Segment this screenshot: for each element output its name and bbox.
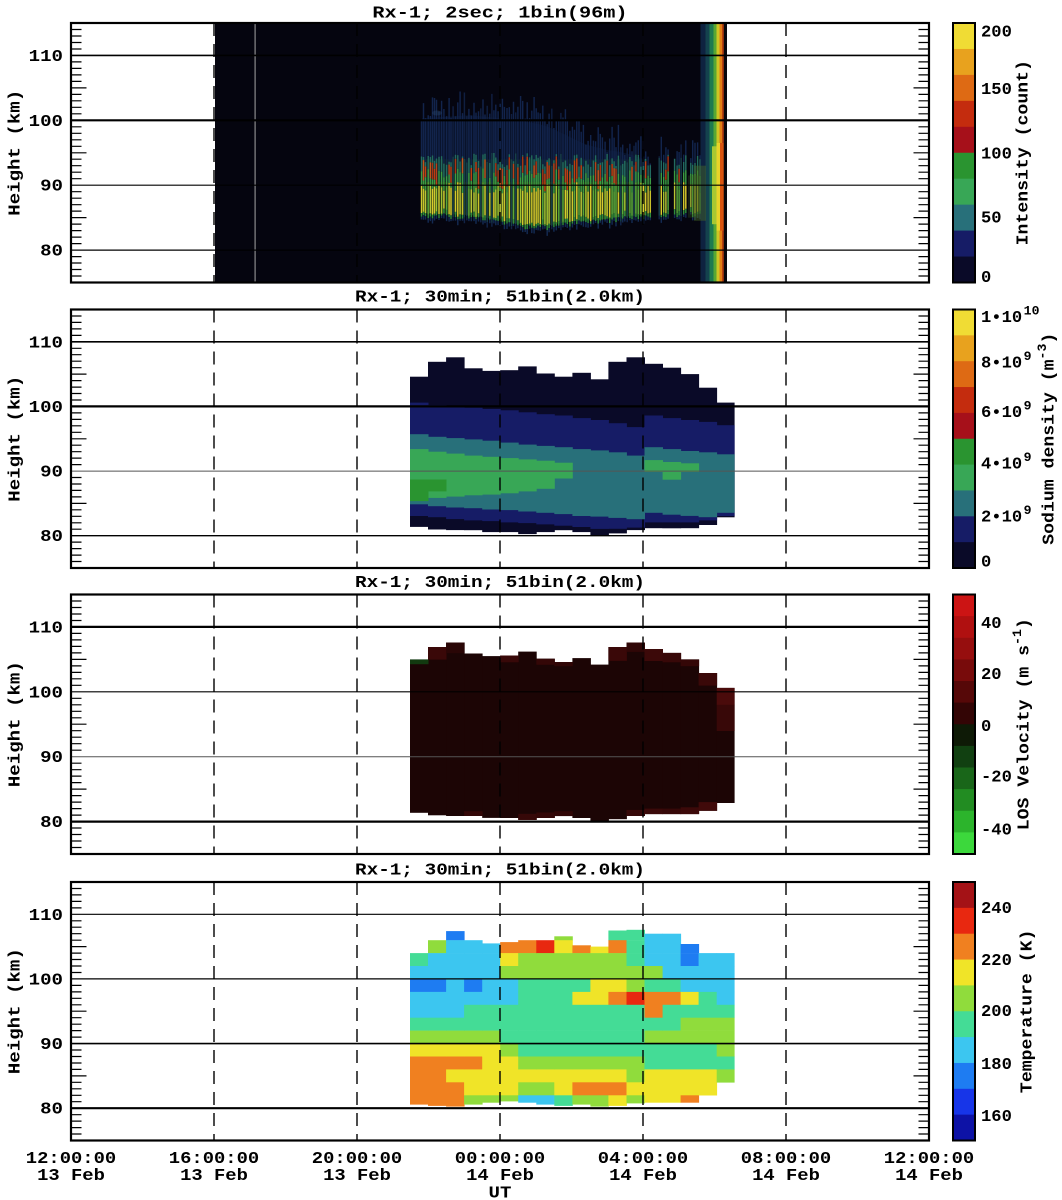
svg-text:220: 220 [981,952,1012,971]
svg-text:LOS Velocity (m s: LOS Velocity (m s [1015,645,1034,830]
svg-text:Intensity (count): Intensity (count) [1015,60,1034,245]
svg-text:0: 0 [981,554,991,573]
svg-text:90: 90 [40,749,63,768]
svg-text:-1: -1 [1010,629,1025,645]
svg-text:80: 80 [40,243,63,262]
svg-text:Height (km): Height (km) [7,661,26,787]
svg-text:14 Feb: 14 Feb [895,1167,963,1186]
svg-text:UT: UT [489,1185,512,1200]
svg-text:Height (km): Height (km) [7,948,26,1074]
svg-text:150: 150 [981,81,1012,100]
svg-text:Rx-1; 30min; 51bin(2.0km): Rx-1; 30min; 51bin(2.0km) [355,574,645,593]
svg-text:16:00:00: 16:00:00 [169,1150,259,1169]
svg-text:80: 80 [40,814,63,833]
svg-text:12:00:00: 12:00:00 [884,1150,974,1169]
svg-text:14 Feb: 14 Feb [466,1167,534,1186]
svg-text:Rx-1; 2sec; 1bin(96m): Rx-1; 2sec; 1bin(96m) [372,5,627,24]
svg-text:80: 80 [40,1101,63,1120]
svg-text:Height (km): Height (km) [7,90,26,216]
svg-text:100: 100 [29,113,63,132]
svg-text:100: 100 [29,971,63,990]
svg-text:100: 100 [29,684,63,703]
svg-text:110: 110 [29,334,63,353]
svg-text:9: 9 [1024,349,1032,364]
svg-text:14 Feb: 14 Feb [609,1167,677,1186]
svg-text:12:00:00: 12:00:00 [26,1150,116,1169]
svg-text:): ) [1015,618,1034,629]
svg-text:8•10: 8•10 [981,355,1022,374]
svg-text:40: 40 [981,615,1002,634]
svg-text:200: 200 [981,23,1012,42]
svg-text:0: 0 [981,269,991,288]
svg-text:13 Feb: 13 Feb [180,1167,248,1186]
svg-text:08:00:00: 08:00:00 [741,1150,831,1169]
svg-text:13 Feb: 13 Feb [37,1167,105,1186]
svg-text:9: 9 [1024,450,1032,465]
svg-text:14 Feb: 14 Feb [752,1167,820,1186]
svg-text:100: 100 [29,399,63,418]
svg-text:13 Feb: 13 Feb [323,1167,391,1186]
svg-text:160: 160 [981,1108,1012,1127]
svg-text:110: 110 [29,619,63,638]
svg-text:10: 10 [1024,304,1040,319]
svg-text:Height (km): Height (km) [7,376,26,502]
svg-text:4•10: 4•10 [981,456,1022,475]
svg-text:90: 90 [40,178,63,197]
svg-text:-40: -40 [981,822,1012,841]
svg-text:100: 100 [981,146,1012,165]
svg-text:2•10: 2•10 [981,509,1022,528]
svg-text:): ) [1041,333,1060,344]
svg-text:50: 50 [981,210,1002,229]
svg-text:110: 110 [29,48,63,67]
svg-text:Rx-1; 30min; 51bin(2.0km): Rx-1; 30min; 51bin(2.0km) [355,862,645,881]
svg-text:20: 20 [981,666,1002,685]
svg-text:0: 0 [981,718,991,737]
svg-text:Rx-1; 30min; 51bin(2.0km): Rx-1; 30min; 51bin(2.0km) [355,289,645,308]
svg-text:04:00:00: 04:00:00 [598,1150,688,1169]
svg-text:110: 110 [29,907,63,926]
svg-text:9: 9 [1024,503,1032,518]
svg-text:90: 90 [40,1036,63,1055]
svg-text:Sodium density (m: Sodium density (m [1041,359,1060,544]
svg-text:20:00:00: 20:00:00 [312,1150,402,1169]
svg-text:00:00:00: 00:00:00 [455,1150,545,1169]
svg-text:6•10: 6•10 [981,404,1022,423]
svg-text:-3: -3 [1035,343,1050,359]
svg-text:180: 180 [981,1056,1012,1075]
svg-text:1•10: 1•10 [981,309,1022,328]
svg-text:240: 240 [981,900,1012,919]
svg-text:200: 200 [981,1003,1012,1022]
svg-text:9: 9 [1024,399,1032,414]
svg-text:-20: -20 [981,769,1012,788]
svg-text:90: 90 [40,464,63,483]
svg-text:Temperature (K): Temperature (K) [1018,930,1037,1094]
svg-text:80: 80 [40,528,63,547]
